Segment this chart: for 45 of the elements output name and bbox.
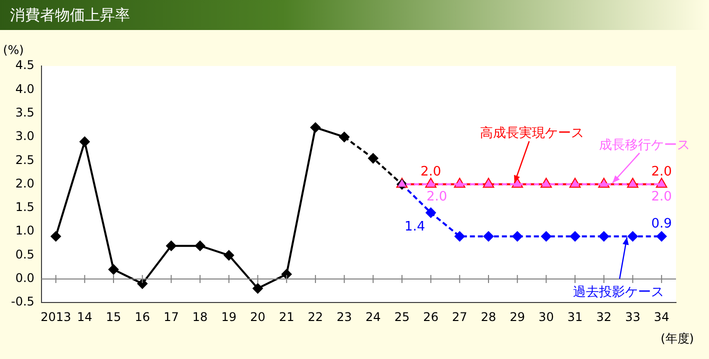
x-tick-label: 32	[596, 310, 612, 324]
x-tick-label: 34	[654, 310, 670, 324]
y-tick-label: 3.0	[15, 129, 34, 144]
y-tick-label: 2.5	[15, 152, 34, 167]
y-tick-label: 4.5	[15, 58, 34, 72]
x-tick-label: 26	[423, 310, 438, 324]
data-label: 2.0	[426, 189, 448, 204]
x-tick-label: 23	[336, 310, 352, 324]
y-tick-label: 0.5	[15, 247, 34, 262]
y-tick-label: 1.0	[15, 224, 34, 238]
data-label: 0.9	[651, 216, 672, 232]
x-tick-label: 20	[250, 310, 266, 324]
x-tick-label: 31	[567, 310, 583, 324]
x-tick-label: 28	[480, 310, 496, 324]
text: 成長移行ケース	[598, 138, 690, 154]
x-tick-label: 29	[510, 310, 525, 324]
y-tick-label: 1.5	[15, 200, 34, 214]
data-label: 2.0	[420, 164, 442, 180]
x-tick-label: 33	[625, 310, 640, 324]
x-axis-title: (年度)	[660, 332, 694, 346]
data-label: 2.0	[651, 164, 672, 180]
y-tick-label: -0.5	[10, 294, 34, 309]
data-label: 2.0	[651, 189, 672, 204]
text: 高成長実現ケース	[480, 125, 584, 142]
y-axis-title: (%)	[3, 43, 24, 57]
chart-title: 消費者物価上昇率	[0, 0, 709, 30]
x-tick-label: 16	[134, 310, 150, 324]
y-tick-label: 0.0	[15, 271, 34, 286]
x-tick-label: 17	[164, 310, 179, 324]
x-tick-label: 24	[365, 310, 381, 324]
x-tick-label: 14	[77, 310, 92, 324]
x-tick-label: 21	[278, 310, 294, 324]
y-tick-label: 3.5	[15, 105, 34, 120]
x-tick-label: 15	[106, 310, 122, 324]
x-tick-label: 19	[221, 310, 237, 324]
x-tick-label: 30	[538, 310, 554, 324]
y-tick-label: 4.0	[15, 82, 34, 96]
x-tick-label: 27	[452, 310, 468, 324]
x-tick-label: 25	[394, 310, 410, 324]
x-tick-label: 18	[192, 310, 208, 324]
data-label: 1.4	[404, 220, 426, 235]
x-tick-label: 2013	[40, 310, 72, 324]
x-tick-label: 22	[308, 310, 324, 324]
text: 過去投影ケース	[572, 284, 664, 300]
y-tick-label: 2.0	[15, 176, 34, 190]
